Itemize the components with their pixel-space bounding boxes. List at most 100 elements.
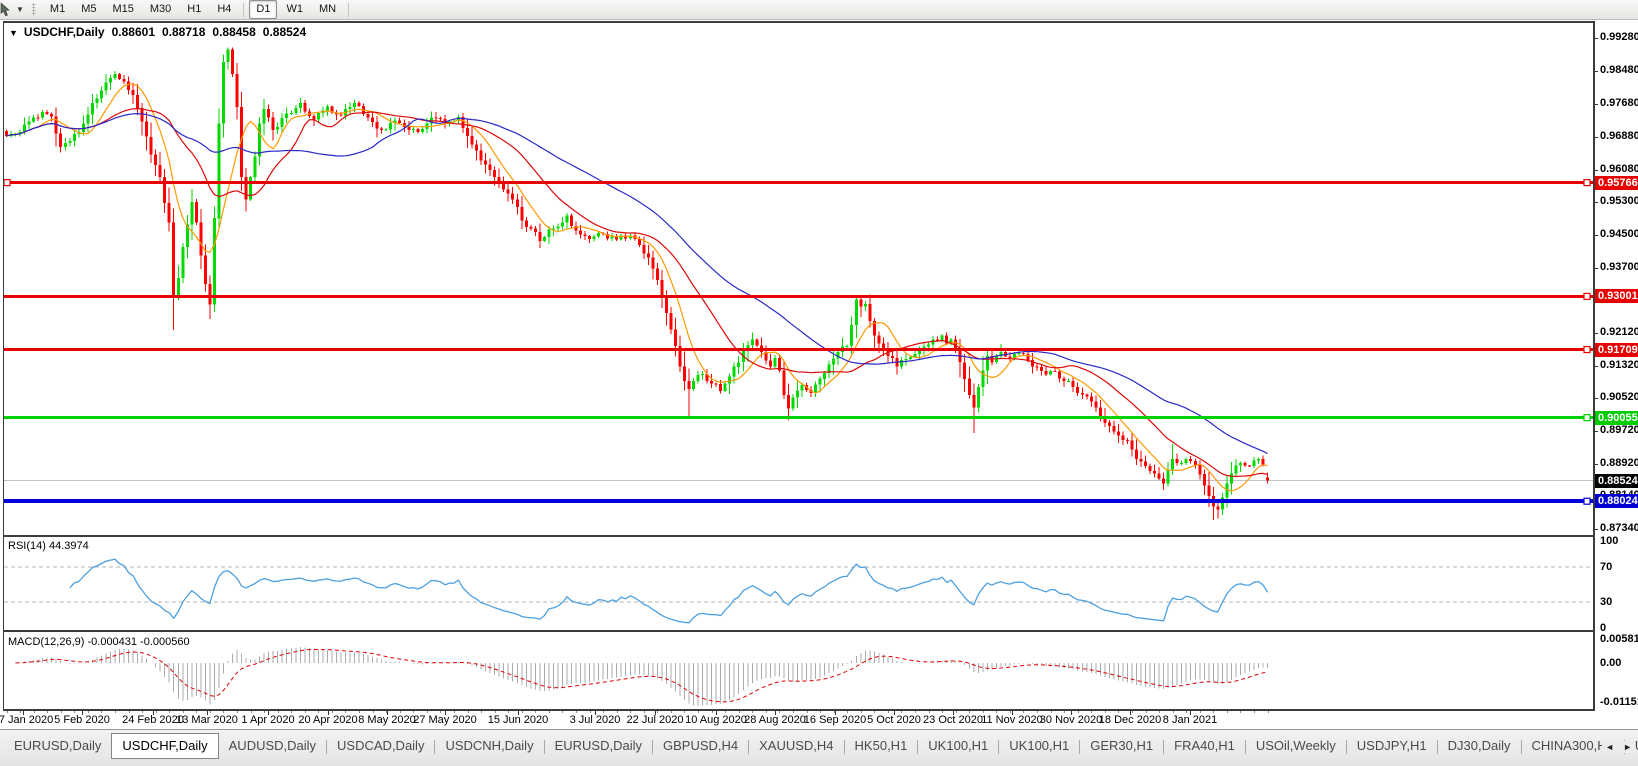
timeframe-button-M30[interactable]: M30 bbox=[149, 3, 172, 15]
line-handle-icon[interactable] bbox=[1583, 345, 1591, 354]
bottom-tab-EURUSD-Daily-5[interactable]: EURUSD,Daily bbox=[554, 738, 642, 753]
candle-body bbox=[1022, 353, 1025, 355]
candle-body bbox=[109, 78, 112, 83]
rsi-scale-label: 30 bbox=[1600, 596, 1613, 608]
tab-separator bbox=[1244, 740, 1246, 754]
date-tick-minor bbox=[1268, 711, 1269, 713]
date-tick-minor bbox=[7, 711, 8, 713]
candle-body bbox=[529, 227, 533, 229]
toolbar-separator bbox=[348, 2, 350, 17]
candle-body bbox=[493, 169, 497, 178]
date-tick-minor bbox=[373, 711, 374, 713]
macd-canvas[interactable] bbox=[4, 632, 1593, 709]
date-axis-label: 8 May 2020 bbox=[358, 714, 416, 726]
date-tick-minor bbox=[88, 711, 89, 713]
candle-body bbox=[267, 109, 271, 118]
date-tick-minor bbox=[671, 711, 672, 713]
line-handle-icon[interactable] bbox=[1583, 292, 1591, 300]
candle-body bbox=[881, 343, 885, 349]
line-handle-icon[interactable] bbox=[1583, 497, 1591, 505]
candle-body bbox=[732, 366, 736, 377]
price-tick bbox=[1595, 202, 1598, 203]
cursor-tool-icon[interactable] bbox=[0, 2, 14, 17]
toolbar-grip[interactable] bbox=[31, 3, 36, 16]
bottom-tab-USDJPY-H1-14[interactable]: USDJPY,H1 bbox=[1356, 738, 1427, 753]
bottom-tab-FRA40-H1-12[interactable]: FRA40,H1 bbox=[1174, 738, 1235, 753]
line-handle-icon[interactable] bbox=[1583, 414, 1591, 422]
timeframe-button-M1[interactable]: M1 bbox=[49, 3, 66, 15]
candle-body bbox=[1121, 435, 1125, 441]
price-axis[interactable]: 0.99280 0.98480 0.97680 0.96880 0.96080 0.953… bbox=[1595, 21, 1638, 711]
date-tick-minor bbox=[1064, 711, 1065, 713]
bottom-tab-HK50-H1-8[interactable]: HK50,H1 bbox=[854, 738, 908, 753]
bottom-tab-UK100-H1-9[interactable]: UK100,H1 bbox=[928, 738, 989, 753]
date-tick bbox=[1190, 711, 1191, 715]
bottom-tab-DJ30-Daily-15[interactable]: DJ30,Daily bbox=[1447, 738, 1511, 753]
candle-body bbox=[149, 136, 153, 155]
tab-scroll-right-button[interactable]: ► bbox=[1623, 742, 1632, 752]
candle-body bbox=[172, 222, 176, 297]
timeframe-button-MN[interactable]: MN bbox=[318, 3, 337, 15]
timeframe-button-D1[interactable]: D1 bbox=[249, 0, 278, 19]
bottom-tab-EURUSD-Daily-0[interactable]: EURUSD,Daily bbox=[14, 738, 102, 753]
bottom-tab-USDCAD-Daily-3[interactable]: USDCAD,Daily bbox=[337, 738, 425, 753]
timeframe-button-W1[interactable]: W1 bbox=[286, 3, 303, 15]
rsi-macd-separator[interactable] bbox=[3, 630, 1638, 632]
bottom-tab-USOil-Weekly-13[interactable]: USOil,Weekly bbox=[1255, 738, 1336, 753]
candle-body bbox=[999, 352, 1003, 356]
bottom-tab-AUDUSD-Daily-2[interactable]: AUDUSD,Daily bbox=[228, 738, 317, 753]
bottom-tab-UK100-H1-10[interactable]: UK100,H1 bbox=[1009, 738, 1070, 753]
candle-body bbox=[850, 325, 854, 346]
price-axis-label: 0.88920 bbox=[1600, 457, 1638, 469]
bottom-tab-CHINA300-H1-16[interactable]: CHINA300,H1 bbox=[1531, 738, 1614, 753]
bottom-tab-XAUUSD-H4-7[interactable]: XAUUSD,H4 bbox=[759, 738, 834, 753]
candle-body bbox=[524, 220, 528, 228]
tab-separator bbox=[543, 740, 545, 754]
candle-body bbox=[1162, 478, 1166, 484]
candle-body bbox=[1257, 459, 1260, 461]
candle-body bbox=[393, 120, 397, 124]
timeframe-button-M5[interactable]: M5 bbox=[81, 3, 97, 15]
timeframe-button-H4[interactable]: H4 bbox=[217, 3, 232, 15]
price-line-badge: 0.88024 bbox=[1595, 494, 1638, 508]
main-rsi-separator[interactable] bbox=[3, 535, 1638, 537]
date-tick bbox=[595, 711, 596, 715]
candle-body bbox=[538, 231, 542, 241]
date-tick-minor bbox=[386, 711, 387, 713]
bottom-tab-USDCNH-Daily-4[interactable]: USDCNH,Daily bbox=[445, 738, 534, 753]
bottom-tab-USOil--17[interactable]: USOil, bbox=[1625, 734, 1638, 758]
candle-body bbox=[606, 233, 610, 239]
candle-body bbox=[674, 329, 677, 346]
candle-body bbox=[904, 359, 908, 361]
timeframe-button-M15[interactable]: M15 bbox=[112, 3, 134, 15]
candle-body bbox=[389, 123, 393, 130]
candle-body bbox=[597, 232, 601, 237]
candle-body bbox=[570, 215, 573, 227]
date-tick-minor bbox=[1010, 711, 1011, 713]
candle-body bbox=[755, 339, 759, 346]
date-tick-minor bbox=[1159, 711, 1160, 713]
bottom-tab-GBPUSD-H4-6[interactable]: GBPUSD,H4 bbox=[662, 738, 739, 753]
date-tick-minor bbox=[576, 711, 577, 713]
candle-body bbox=[280, 118, 284, 128]
price-chart-canvas[interactable] bbox=[4, 23, 1593, 535]
date-tick-minor bbox=[915, 711, 916, 713]
bottom-tab-USDCHF-Daily-1[interactable]: USDCHF,Daily bbox=[111, 733, 219, 759]
candle-body bbox=[1080, 392, 1084, 395]
candle-body bbox=[466, 127, 469, 136]
moving-average-8 bbox=[6, 83, 1268, 492]
chart-collapse-icon[interactable]: ▼ bbox=[9, 28, 18, 38]
tool-dropdown-caret-icon[interactable]: ▼ bbox=[16, 5, 24, 14]
timeframe-button-H1[interactable]: H1 bbox=[187, 3, 202, 15]
rsi-canvas[interactable] bbox=[4, 537, 1593, 630]
bottom-tab-GER30-H1-11[interactable]: GER30,H1 bbox=[1090, 738, 1154, 753]
date-axis-label: 11 Nov 2020 bbox=[981, 714, 1043, 726]
date-tick bbox=[775, 711, 776, 715]
date-tick-minor bbox=[766, 711, 767, 713]
price-axis-label: 0.92120 bbox=[1600, 326, 1638, 338]
candle-body bbox=[240, 107, 243, 178]
tab-scroll-left-button[interactable]: ◄ bbox=[1605, 742, 1615, 752]
line-handle-icon[interactable] bbox=[4, 179, 11, 187]
line-handle-icon[interactable] bbox=[1583, 179, 1591, 187]
